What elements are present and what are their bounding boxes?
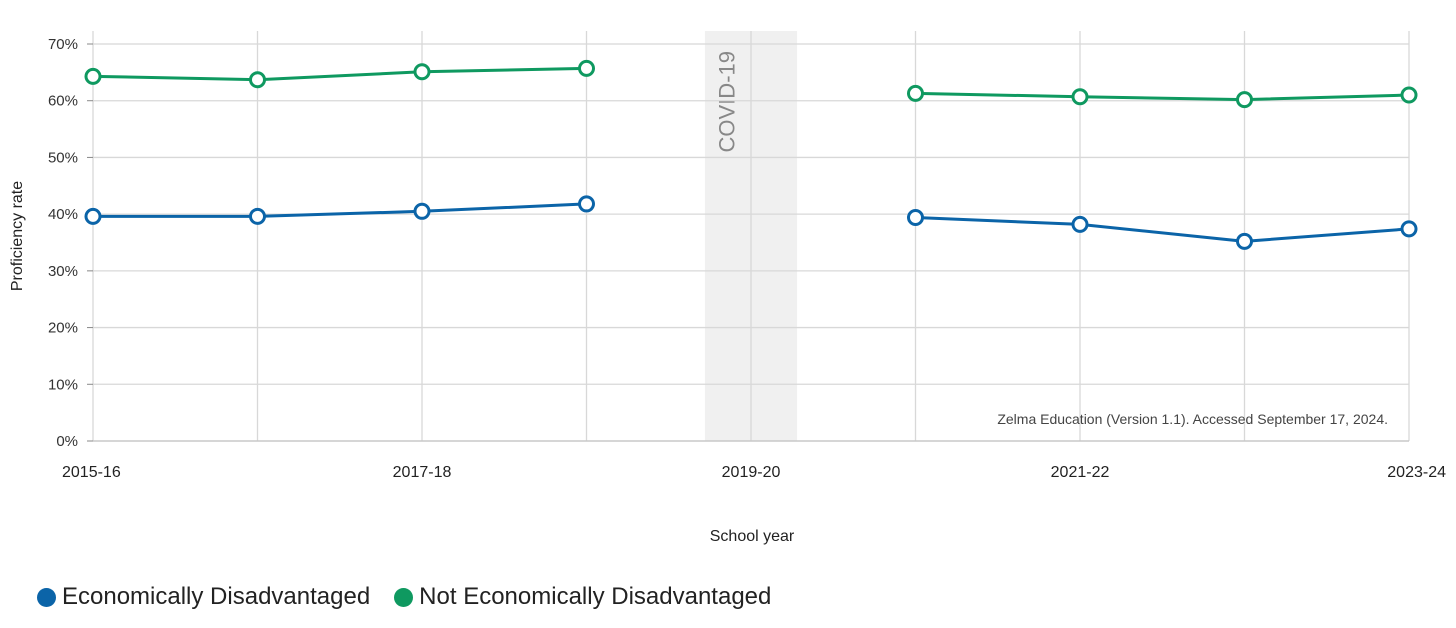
y-axis-title: Proficiency rate (9, 181, 26, 291)
data-point-not-economically-disadvantaged (413, 63, 431, 81)
data-point-not-economically-disadvantaged (907, 84, 924, 102)
data-point-economically-disadvantaged (907, 209, 924, 227)
series-line-not-economically-disadvantaged (91, 66, 588, 82)
data-point-economically-disadvantaged (1071, 215, 1089, 233)
line-chart: COVID-19 0% 10% 20% 30% 40% 50% 60% 70% 2015-16 2… (9, 31, 1446, 545)
legend-item-not-economically-disadvantaged: Not Economically Disadvantaged (394, 583, 771, 611)
source-annotation: Zelma Education (Version 1.1). Accessed … (997, 411, 1388, 427)
data-point-not-economically-disadvantaged (1236, 91, 1253, 109)
data-point-not-economically-disadvantaged (578, 59, 595, 77)
y-tick-label: 50% (48, 149, 78, 166)
y-tick-label: 30% (48, 263, 78, 280)
series-line-not-economically-disadvantaged (914, 91, 1411, 102)
legend-swatch-economically-disadvantaged (37, 587, 56, 607)
data-point-not-economically-disadvantaged (1071, 88, 1089, 106)
label-layer: 0% 10% 20% 30% 40% 50% 60% 70% 2015-16 2017-18 201… (48, 36, 1446, 481)
x-tick-label: 2017-18 (393, 464, 452, 481)
covid-label: COVID-19 (714, 51, 739, 152)
series-line-economically-disadvantaged (91, 202, 588, 218)
legend-swatch-not-economically-disadvantaged (394, 587, 414, 607)
data-point-economically-disadvantaged (1400, 220, 1418, 238)
y-tick-label: 70% (48, 36, 78, 53)
data-point-economically-disadvantaged (578, 195, 595, 213)
x-tick-label: 2021-22 (1051, 464, 1110, 481)
y-tick-label: 60% (48, 93, 78, 110)
grid-layer (92, 31, 1410, 441)
data-point-economically-disadvantaged (249, 207, 266, 225)
x-tick-label: 2019-20 (722, 464, 781, 481)
x-tick-label: 2023-24 (1387, 464, 1446, 481)
data-point-economically-disadvantaged (413, 202, 431, 220)
legend-label-economically-disadvantaged: Economically Disadvantaged (62, 583, 371, 610)
data-point-not-economically-disadvantaged (1400, 86, 1418, 104)
data-point-economically-disadvantaged (84, 207, 102, 225)
y-tick-label: 20% (48, 320, 78, 337)
data-point-not-economically-disadvantaged (249, 71, 266, 89)
legend: Economically Disadvantaged Not Economica… (37, 583, 795, 611)
legend-label-not-economically-disadvantaged: Not Economically Disadvantaged (419, 583, 772, 610)
series-line-economically-disadvantaged (914, 216, 1411, 243)
y-tick-label: 40% (48, 206, 78, 223)
data-point-not-economically-disadvantaged (84, 67, 102, 85)
x-axis-title: School year (710, 528, 795, 545)
legend-item-economically-disadvantaged: Economically Disadvantaged (37, 583, 370, 611)
y-tick-label: 0% (56, 433, 78, 450)
y-tick-label: 10% (48, 376, 78, 393)
data-point-economically-disadvantaged (1236, 232, 1253, 250)
x-tick-label: 2015-16 (62, 464, 121, 481)
series-layer (84, 59, 1418, 250)
